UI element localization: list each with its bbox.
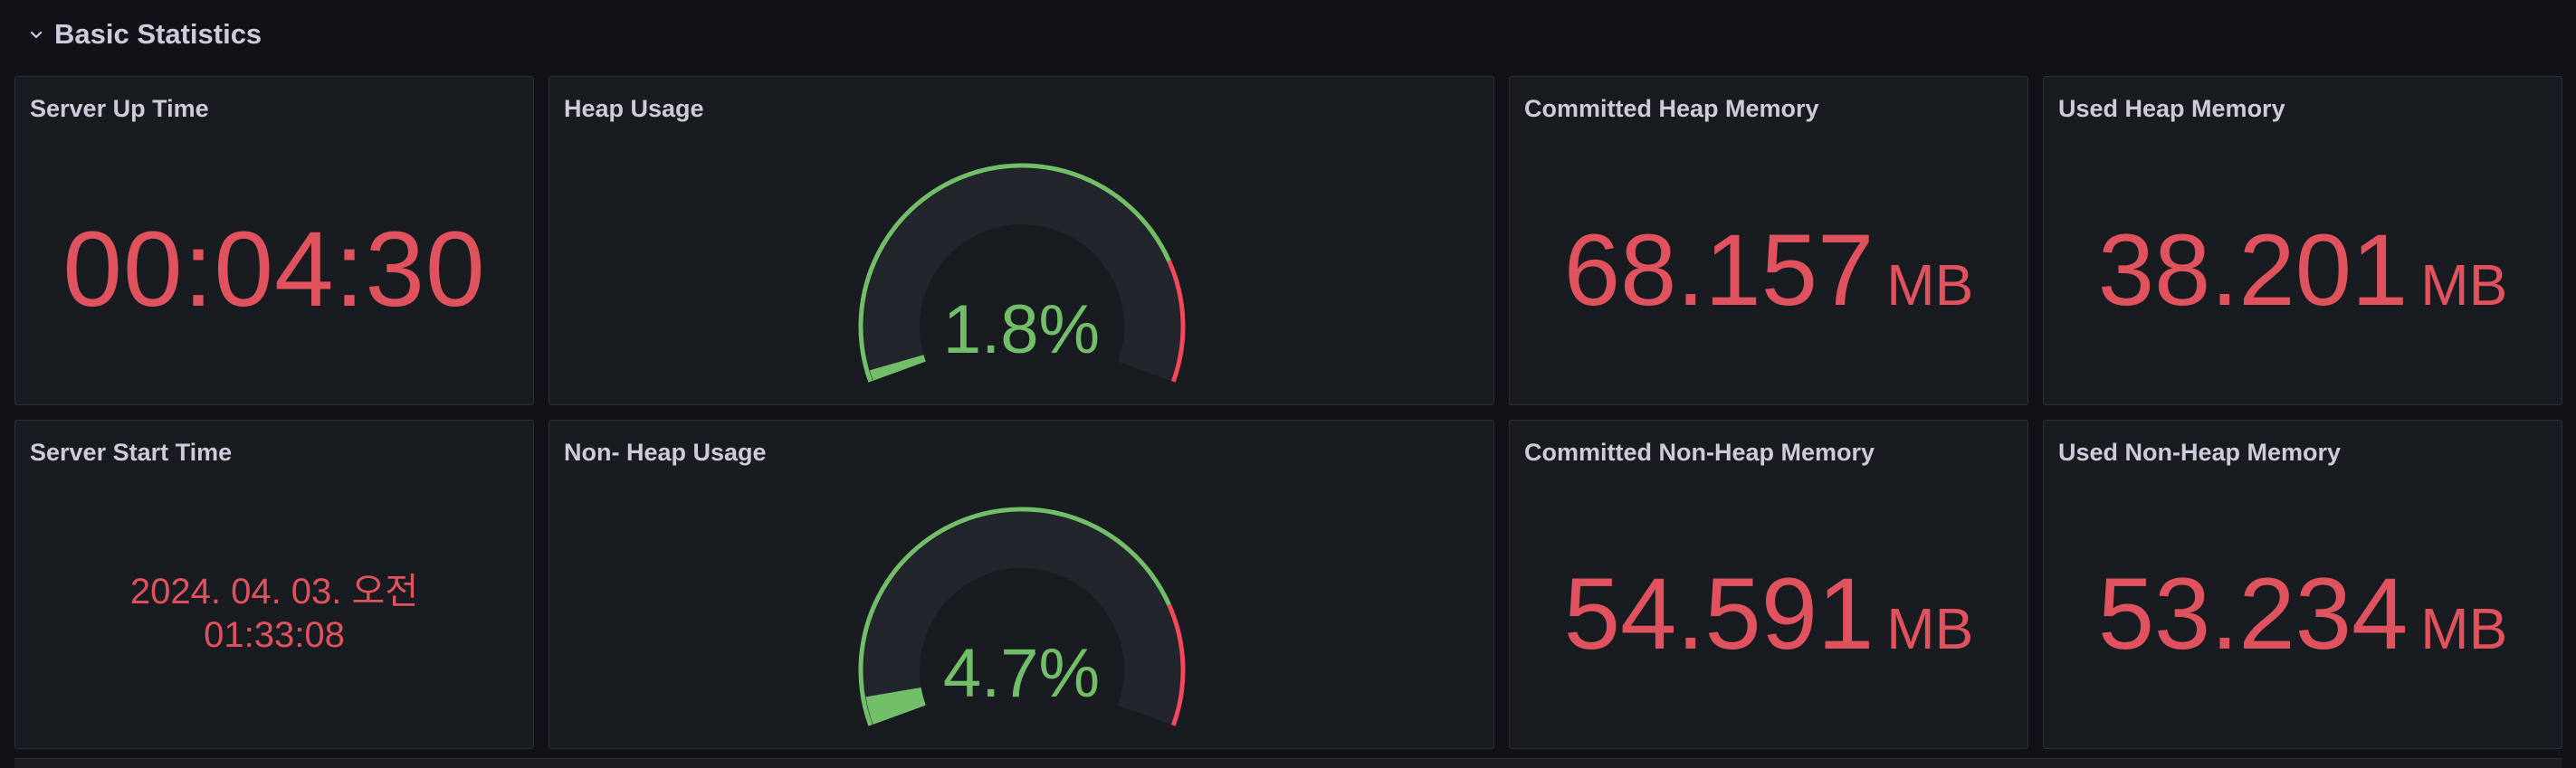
panel-title: Committed Heap Memory (1524, 95, 1819, 122)
row-title: Basic Statistics (54, 18, 262, 50)
gauge-track (863, 168, 1180, 381)
gauge-track (863, 512, 1180, 725)
gauge-value-arc (869, 354, 926, 381)
chevron-down-icon[interactable] (27, 25, 45, 43)
stat-number: 68.157 (1563, 213, 1875, 327)
gauge-value: 4.7% (942, 635, 1101, 712)
panel-non-heap-usage[interactable]: Non- Heap Usage 4.7% (549, 420, 1494, 749)
gauge-threshold-high (1166, 260, 1185, 383)
panel-server-up-time[interactable]: Server Up Time 00:04:30 (14, 76, 534, 405)
stat-number: 53.234 (2097, 556, 2409, 670)
stat-unit: MB (2420, 595, 2508, 661)
next-row-edge (14, 758, 2562, 768)
gauge-threshold-base (858, 163, 1171, 383)
used-heap-stat: 38.201 MB (2098, 212, 2508, 328)
heap-usage-gauge: 1.8% (850, 155, 1194, 393)
stat-number: 54.591 (1563, 556, 1875, 670)
uptime-value: 00:04:30 (62, 210, 486, 329)
committed-heap-stat: 68.157 MB (1564, 212, 1974, 328)
panel-title: Server Up Time (30, 95, 209, 122)
panel-title: Non- Heap Usage (564, 439, 767, 466)
non-heap-usage-gauge: 4.7% (850, 498, 1194, 737)
panel-committed-non-heap-memory[interactable]: Committed Non-Heap Memory 54.591 MB (1509, 420, 2028, 749)
stat-number: 38.201 (2097, 213, 2409, 327)
panel-title: Committed Non-Heap Memory (1524, 439, 1875, 466)
gauge-threshold-high (1166, 603, 1185, 726)
panel-used-heap-memory[interactable]: Used Heap Memory 38.201 MB (2043, 76, 2562, 405)
panel-title: Server Start Time (30, 439, 233, 466)
panel-committed-heap-memory[interactable]: Committed Heap Memory 68.157 MB (1509, 76, 2028, 405)
panel-title: Used Non-Heap Memory (2058, 439, 2342, 466)
start-date-line: 2024. 04. 03. 오전 (129, 572, 419, 612)
panel-server-start-time[interactable]: Server Start Time 2024. 04. 03. 오전 01:33… (14, 420, 534, 749)
gauge-threshold-base (858, 507, 1171, 726)
stat-unit: MB (1886, 595, 1974, 661)
panel-title: Used Heap Memory (2058, 95, 2285, 122)
panel-heap-usage[interactable]: Heap Usage 1.8% (549, 76, 1494, 405)
panel-used-non-heap-memory[interactable]: Used Non-Heap Memory 53.234 MB (2043, 420, 2562, 749)
gauge-value-arc (864, 687, 926, 725)
committed-non-heap-stat: 54.591 MB (1564, 555, 1974, 672)
stat-unit: MB (1886, 251, 1974, 318)
row-header-basic-statistics[interactable]: Basic Statistics (27, 13, 262, 56)
gauge-value: 1.8% (942, 291, 1101, 368)
used-non-heap-stat: 53.234 MB (2098, 555, 2508, 672)
panel-title: Heap Usage (564, 95, 704, 122)
start-time-value: 2024. 04. 03. 오전 01:33:08 (130, 570, 418, 657)
stat-unit: MB (2420, 251, 2508, 318)
start-time-line: 01:33:08 (204, 615, 345, 655)
